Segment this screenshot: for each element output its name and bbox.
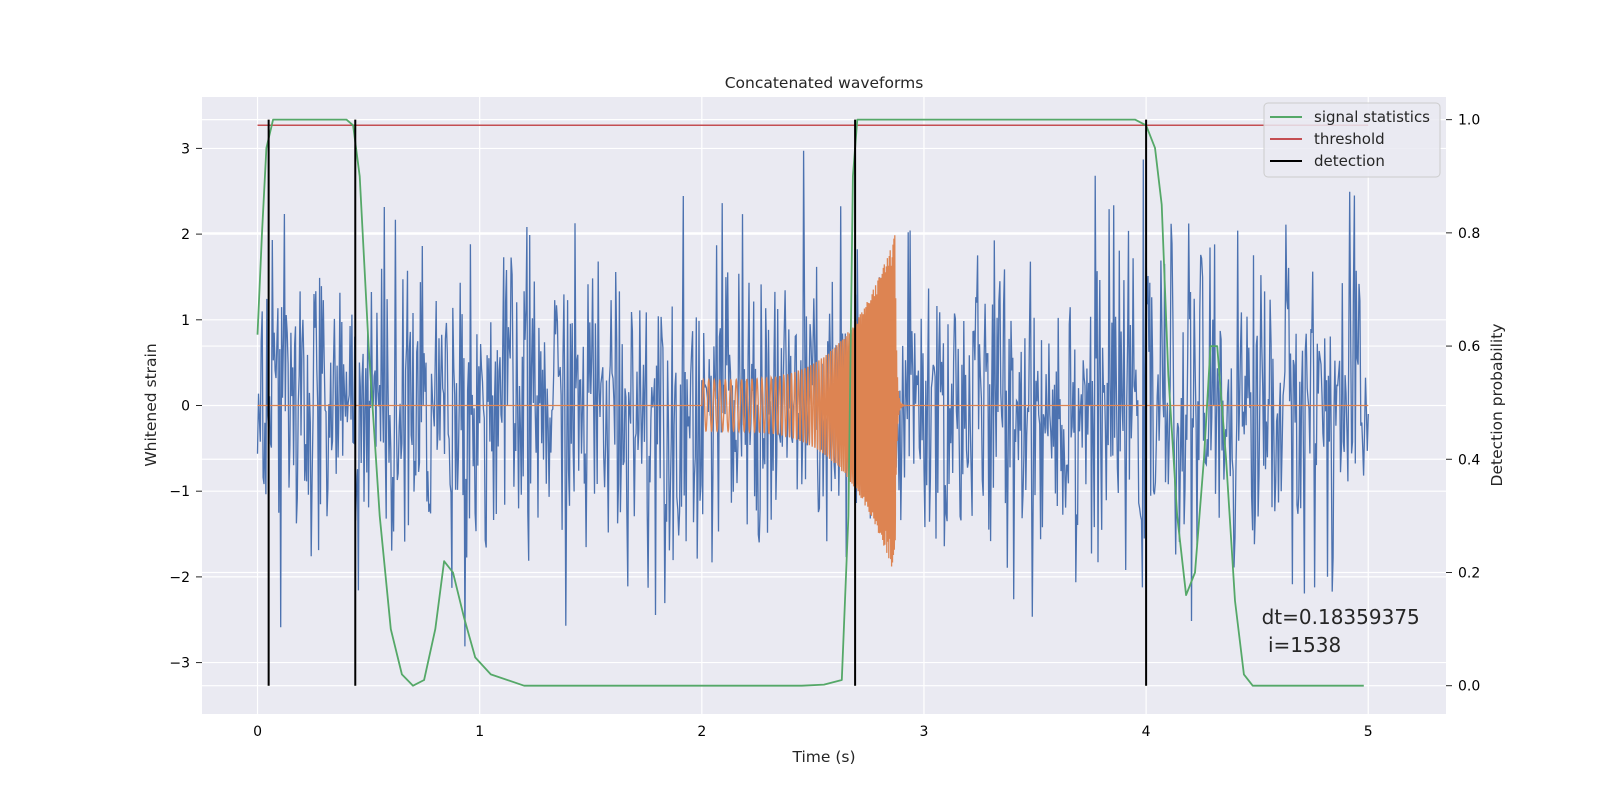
detection-series [267, 119, 1148, 686]
x-tick-label: 3 [920, 724, 929, 740]
strain-series [256, 150, 1369, 647]
legend-box [1263, 102, 1441, 178]
waveform-line [257, 235, 1369, 567]
y-tick-right-label: 0.8 [1458, 226, 1480, 242]
y-tick-right-label: 0.2 [1458, 565, 1480, 581]
y-tick-right-label: 0.6 [1458, 339, 1480, 355]
x-tick-label: 1 [475, 724, 484, 740]
signal-statistics-line [256, 118, 1364, 687]
signal-statistics-series [256, 118, 1364, 687]
annotation-dt: dt=0.18359375 [1262, 605, 1420, 629]
x-tick-label: 2 [697, 724, 706, 740]
chart-title: Concatenated waveforms [725, 74, 924, 92]
y-tick-left-label: −2 [169, 570, 190, 586]
legend-label-threshold: threshold [1314, 130, 1385, 148]
x-tick-label: 5 [1364, 724, 1373, 740]
legend: signal statistics threshold detection [1263, 102, 1441, 178]
strain-line [256, 150, 1369, 647]
waveform-series [257, 235, 1369, 567]
y-tick-right-label: 0.4 [1458, 452, 1480, 468]
x-tick-label: 0 [253, 724, 262, 740]
y-tick-left-label: −1 [169, 484, 190, 500]
y-tick-right-label: 0.0 [1458, 679, 1480, 695]
y-axis-left-ticks: −3 −2 −1 0 1 2 3 [169, 141, 202, 672]
legend-label-signal-statistics: signal statistics [1314, 108, 1430, 126]
y-tick-left-label: 3 [181, 141, 190, 157]
y-tick-right-label: 1.0 [1458, 113, 1480, 129]
y-axis-right-ticks: 0.0 0.2 0.4 0.6 0.8 1.0 [1446, 113, 1480, 695]
y-axis-right-label: Detection probability [1488, 324, 1506, 487]
y-tick-left-label: −3 [169, 656, 190, 672]
x-tick-label: 4 [1142, 724, 1151, 740]
annotation-i: i=1538 [1262, 633, 1342, 657]
legend-label-detection: detection [1314, 152, 1385, 170]
y-tick-left-label: 1 [181, 313, 190, 329]
y-tick-left-label: 0 [181, 399, 190, 415]
annotation: dt=0.18359375 i=1538 [1262, 605, 1420, 657]
x-axis-label: Time (s) [791, 748, 855, 766]
y-tick-left-label: 2 [181, 227, 190, 243]
y-axis-left-label: Whitened strain [142, 343, 160, 466]
x-axis-ticks: 0 1 2 3 4 5 [253, 724, 1373, 740]
